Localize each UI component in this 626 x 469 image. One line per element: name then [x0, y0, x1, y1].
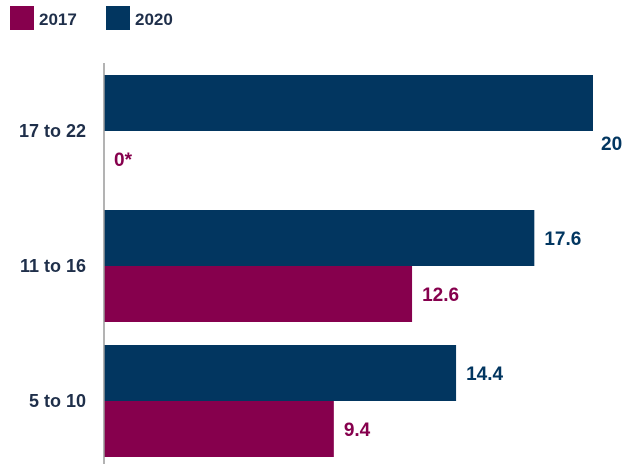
- value-label-2017-17-to-22: 0*: [114, 150, 133, 171]
- bar-2017-11-to-16: [104, 266, 413, 322]
- legend-label-2017: 2017: [39, 10, 77, 29]
- value-label-2020-5-to-10: 14.4: [466, 364, 503, 385]
- legend-swatch-2020: [106, 6, 130, 30]
- bar-2017-5-to-10: [104, 401, 334, 457]
- bars: [104, 75, 593, 457]
- category-label-17-to-22: 17 to 22: [19, 121, 86, 141]
- legend-label-2020: 2020: [135, 10, 173, 29]
- value-label-2017-5-to-10: 9.4: [344, 420, 371, 441]
- category-label-5-to-10: 5 to 10: [29, 391, 86, 411]
- bar-2020-11-to-16: [104, 210, 535, 266]
- bar-2020-17-to-22: [104, 75, 593, 131]
- value-label-2020-17-to-22: 20: [601, 134, 622, 155]
- category-labels: 17 to 22 11 to 16 5 to 10: [19, 121, 86, 411]
- bar-2020-5-to-10: [104, 345, 457, 401]
- legend-swatch-2017: [10, 6, 34, 30]
- category-label-11-to-16: 11 to 16: [20, 256, 86, 276]
- value-labels: 20 0* 17.6 12.6 14.4 9.4: [114, 134, 622, 441]
- value-label-2017-11-to-16: 12.6: [422, 285, 459, 306]
- legend: 2017 2020: [10, 6, 173, 30]
- value-label-2020-11-to-16: 17.6: [544, 229, 581, 250]
